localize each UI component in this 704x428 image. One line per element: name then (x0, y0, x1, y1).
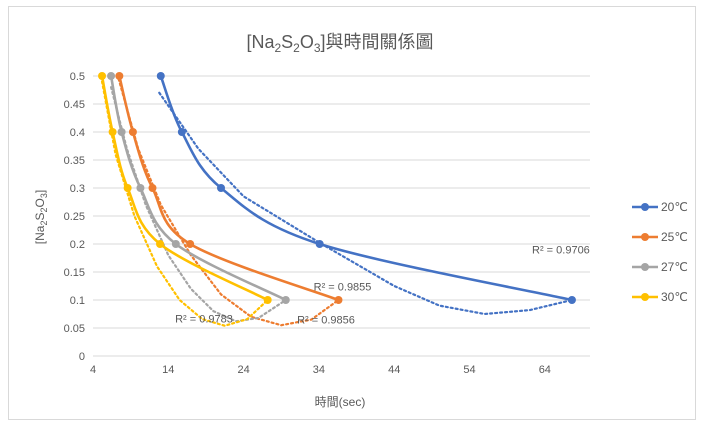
series-line-2 (109, 75, 287, 302)
x-tick-label: 54 (463, 364, 475, 376)
y-tick-label: 0.15 (64, 267, 85, 279)
data-point (281, 296, 290, 304)
data-point (315, 240, 324, 248)
r-squared-labels: R² = 0.9706 R² = 0.9855 R² = 0.9856 R² = 0.… (175, 245, 590, 327)
data-point (186, 240, 195, 248)
series-line-3 (100, 75, 269, 302)
x-tick-label: 24 (237, 364, 249, 376)
data-point (567, 296, 576, 304)
x-tick-label: 64 (539, 364, 551, 376)
x-tick-label: 14 (162, 364, 174, 376)
y-axis-label: [Na2S2O3] (33, 190, 49, 244)
legend-marker (641, 263, 649, 271)
y-tick-label: 0.1 (70, 295, 85, 307)
data-point (128, 128, 137, 136)
x-axis-label: 時間(sec) (315, 395, 366, 409)
x-tick-labels: 4 14 24 34 44 54 64 (90, 364, 551, 376)
r-squared-label: R² = 0.9855 (314, 281, 372, 293)
data-point (98, 72, 107, 80)
x-tick-label: 4 (90, 364, 96, 376)
chart-title: [Na2S2O3]與時間關係圖 (246, 32, 433, 55)
y-tick-label: 0.35 (64, 155, 85, 167)
r-squared-label: R² = 0.9783 (175, 313, 233, 325)
legend-entry: 20℃ (661, 200, 688, 214)
y-tick-label: 0.4 (70, 127, 85, 139)
data-point (156, 240, 165, 248)
data-point (117, 128, 126, 136)
data-point (171, 240, 180, 248)
r-squared-label: R² = 0.9706 (532, 245, 590, 257)
y-tick-label: 0 (79, 351, 85, 363)
y-tick-label: 0.3 (70, 183, 85, 195)
x-tick-label: 44 (388, 364, 400, 376)
data-point (115, 72, 124, 80)
y-tick-label: 0.25 (64, 211, 85, 223)
trendline-2 (109, 86, 287, 323)
data-point (263, 296, 272, 304)
data-point (107, 72, 116, 80)
legend-entry: 27℃ (661, 260, 688, 274)
chart-frame (8, 6, 696, 420)
series-line-1 (118, 75, 339, 302)
y-tick-labels: 0 0.05 0.1 0.15 0.2 0.25 0.3 0.35 0.4 0.45 0.5 (64, 71, 85, 363)
legend-entry: 30℃ (661, 290, 688, 304)
legend-marker (641, 203, 649, 211)
y-tick-label: 0.45 (64, 99, 85, 111)
data-point (148, 184, 157, 192)
legend-marker (641, 293, 649, 301)
r-squared-label: R² = 0.9856 (297, 315, 355, 327)
trendline-1 (117, 77, 340, 327)
trendline-0 (158, 91, 574, 316)
y-tick-label: 0.2 (70, 239, 85, 251)
y-tick-label: 0.05 (64, 323, 85, 335)
legend-entry: 25℃ (661, 230, 688, 244)
data-series (98, 72, 576, 304)
data-point (217, 184, 226, 192)
data-point (177, 128, 186, 136)
legend: 20℃ 25℃ 27℃ 30℃ (632, 200, 688, 304)
data-point (123, 184, 132, 192)
data-point (136, 184, 145, 192)
x-tick-label: 34 (313, 364, 325, 376)
legend-marker (641, 233, 649, 241)
data-point (334, 296, 343, 304)
data-point (156, 72, 165, 80)
data-point (108, 128, 117, 136)
y-tick-label: 0.5 (70, 71, 85, 83)
